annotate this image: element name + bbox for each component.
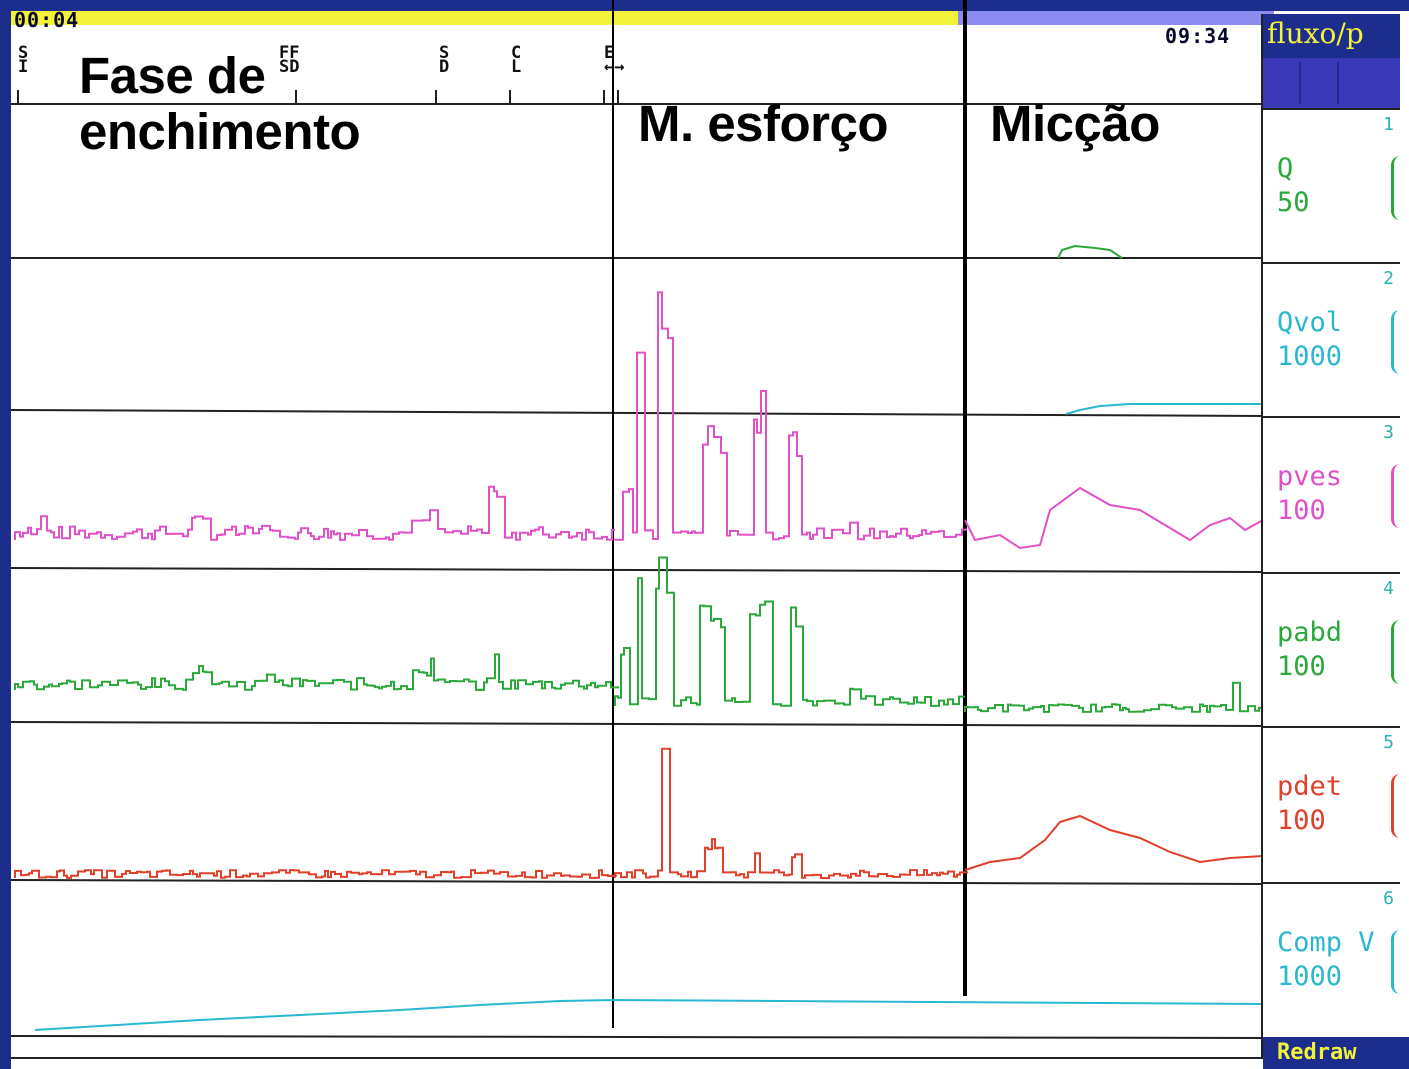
event-marker-top: FF bbox=[279, 43, 300, 63]
event-marker-bottom: L bbox=[511, 57, 522, 77]
channel-scale: 100 bbox=[1277, 805, 1326, 836]
channel-divider bbox=[1263, 416, 1400, 418]
event-marker-e: E ←→ bbox=[604, 43, 625, 77]
channel-scale: 100 bbox=[1277, 495, 1326, 526]
channel-divider bbox=[10, 1035, 1264, 1039]
channel-divider bbox=[1263, 262, 1400, 264]
voided-volume-trace bbox=[1065, 403, 1263, 415]
event-marker-bottom: I bbox=[18, 57, 29, 77]
channel-scale-icon[interactable] bbox=[1391, 774, 1400, 838]
pabd-trace-voiding bbox=[964, 681, 1265, 713]
channel-name-pabd[interactable]: pabd bbox=[1277, 617, 1343, 648]
channel-divider bbox=[1263, 882, 1400, 884]
event-marker-top: S bbox=[18, 43, 29, 63]
channel-number: 6 bbox=[1383, 888, 1394, 909]
channel-number: 5 bbox=[1383, 732, 1394, 753]
channel-name-comp-v[interactable]: Comp V bbox=[1277, 927, 1375, 958]
channel-number: 2 bbox=[1383, 268, 1394, 289]
channel-divider bbox=[10, 567, 1264, 573]
pdet-trace-voiding bbox=[964, 814, 1264, 871]
pves-trace-effort bbox=[614, 291, 967, 541]
effort-phase-label: M. esforço bbox=[638, 95, 889, 152]
channel-number: 3 bbox=[1383, 422, 1394, 443]
channel-number: 1 bbox=[1383, 114, 1394, 135]
channel-divider bbox=[1263, 108, 1400, 110]
channel-name-pves[interactable]: pves bbox=[1277, 461, 1343, 492]
event-marker-bottom: SD bbox=[279, 57, 300, 77]
channel-number: 4 bbox=[1383, 578, 1394, 599]
event-marker-ffsd: FF SD bbox=[279, 43, 300, 77]
pves-trace-filling bbox=[14, 485, 615, 541]
pdet-trace-effort bbox=[614, 747, 968, 879]
channel-scale-icon[interactable] bbox=[1391, 156, 1400, 220]
channel-divider bbox=[1263, 726, 1400, 728]
end-time: 09:34 bbox=[1165, 24, 1231, 48]
event-marker-bottom: ←→ bbox=[604, 57, 625, 77]
pabd-trace-filling bbox=[14, 653, 619, 691]
channel-divider bbox=[10, 721, 1264, 727]
pves-trace-voiding bbox=[964, 486, 1264, 550]
channel-scale-icon[interactable] bbox=[1391, 930, 1400, 994]
event-marker-top: C bbox=[511, 43, 522, 63]
event-marker-top: E bbox=[604, 43, 615, 63]
voiding-phase-label: Micção bbox=[990, 95, 1160, 152]
event-marker-sd: S D bbox=[439, 43, 450, 77]
channel-scale: 1000 bbox=[1277, 341, 1343, 372]
filling-phase-label-line2: enchimento bbox=[79, 103, 361, 160]
event-marker-si: S I bbox=[18, 43, 29, 77]
event-marker-top: S bbox=[439, 43, 450, 63]
channel-name-pdet[interactable]: pdet bbox=[1277, 771, 1343, 802]
infused-volume-trace bbox=[34, 998, 1264, 1031]
channel-scale: 100 bbox=[1277, 651, 1326, 682]
event-marker-cl: C L bbox=[511, 43, 522, 77]
channel-divider bbox=[10, 879, 1264, 885]
channel-name-q[interactable]: Q bbox=[1277, 153, 1294, 184]
panel-title: fluxo/p bbox=[1263, 14, 1400, 58]
pabd-trace-effort bbox=[614, 556, 965, 707]
redraw-button[interactable]: Redraw bbox=[1263, 1037, 1409, 1069]
uroflow-screen bbox=[11, 11, 1409, 1069]
panel-toolbar bbox=[1263, 58, 1400, 108]
channel-divider bbox=[1263, 572, 1400, 574]
channel-scale: 50 bbox=[1277, 187, 1310, 218]
channel-scale: 1000 bbox=[1277, 961, 1343, 992]
start-time: 00:04 bbox=[14, 8, 80, 32]
flow-trace bbox=[1057, 244, 1123, 259]
progress-bar bbox=[11, 11, 959, 25]
channel-name-qvol[interactable]: Qvol bbox=[1277, 307, 1343, 338]
channel-panel: fluxo/p 1 Q 50 2 Qvol 1000 3 pves 100 4 pabd 100 5 pd… bbox=[1261, 14, 1400, 1058]
event-marker-bottom: D bbox=[439, 57, 450, 77]
channel-scale-icon[interactable] bbox=[1391, 310, 1400, 374]
channel-scale-icon[interactable] bbox=[1391, 620, 1400, 684]
channel-scale-icon[interactable] bbox=[1391, 464, 1400, 528]
pdet-trace-filling bbox=[14, 869, 617, 879]
filling-phase-label: Fase de bbox=[79, 47, 266, 104]
